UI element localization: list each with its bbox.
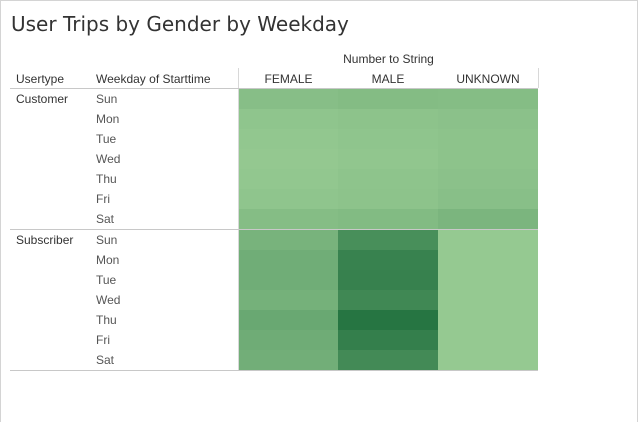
- column-header-unknown: UNKNOWN: [456, 72, 520, 86]
- heatmap-cell[interactable]: [239, 109, 338, 129]
- heatmap-cell[interactable]: [338, 270, 438, 290]
- heatmap-cell[interactable]: [239, 189, 338, 209]
- chart-title: User Trips by Gender by Weekday: [11, 12, 349, 36]
- heatmap-cell[interactable]: [338, 189, 438, 209]
- heatmap-cell[interactable]: [338, 350, 438, 370]
- heatmap-cell[interactable]: [338, 129, 438, 149]
- heatmap-cell[interactable]: [438, 89, 538, 109]
- heatmap-cell[interactable]: [239, 290, 338, 310]
- usertype-label-customer: Customer: [16, 92, 69, 106]
- usertype-header: Usertype: [16, 72, 65, 86]
- weekday-header: Weekday of Starttime: [96, 72, 211, 86]
- heatmap-cell[interactable]: [239, 330, 338, 350]
- group-divider: [10, 229, 538, 230]
- heatmap-cell[interactable]: [438, 169, 538, 189]
- heatmap-cell[interactable]: [239, 310, 338, 330]
- heatmap-cell[interactable]: [438, 350, 538, 370]
- weekday-label: Mon: [96, 253, 120, 267]
- heatmap-cell[interactable]: [438, 250, 538, 270]
- weekday-label: Sun: [96, 92, 118, 106]
- heatmap-cell[interactable]: [338, 209, 438, 229]
- usertype-label-subscriber: Subscriber: [16, 233, 74, 247]
- heatmap-cell[interactable]: [239, 270, 338, 290]
- heatmap-cell[interactable]: [338, 310, 438, 330]
- heatmap-cell[interactable]: [239, 149, 338, 169]
- heatmap-cell[interactable]: [239, 169, 338, 189]
- column-header-female: FEMALE: [264, 72, 313, 86]
- group-left-divider: [238, 230, 239, 370]
- heatmap-cell[interactable]: [438, 330, 538, 350]
- weekday-label: Wed: [96, 293, 121, 307]
- heatmap-cell[interactable]: [239, 230, 338, 250]
- heatmap-cell[interactable]: [338, 109, 438, 129]
- weekday-label: Fri: [96, 333, 110, 347]
- heatmap-cell[interactable]: [338, 149, 438, 169]
- group-left-divider: [238, 89, 239, 229]
- column-group-title: Number to String: [343, 52, 434, 66]
- heatmap-cell[interactable]: [438, 230, 538, 250]
- heatmap-cell[interactable]: [438, 149, 538, 169]
- header-left-divider: [238, 68, 239, 88]
- heatmap-cell[interactable]: [239, 89, 338, 109]
- weekday-label: Sat: [96, 212, 115, 226]
- weekday-label: Mon: [96, 112, 120, 126]
- heatmap-cell[interactable]: [239, 250, 338, 270]
- heatmap-cell[interactable]: [239, 350, 338, 370]
- weekday-label: Tue: [96, 273, 117, 287]
- weekday-label: Fri: [96, 192, 110, 206]
- heatmap-cell[interactable]: [438, 209, 538, 229]
- heatmap-cell[interactable]: [438, 109, 538, 129]
- heatmap-cell[interactable]: [338, 290, 438, 310]
- weekday-label: Sat: [96, 353, 115, 367]
- heatmap-cell[interactable]: [438, 189, 538, 209]
- header-right-divider: [538, 68, 539, 88]
- weekday-label: Thu: [96, 313, 117, 327]
- heatmap-cell[interactable]: [438, 290, 538, 310]
- heatmap-cell[interactable]: [239, 129, 338, 149]
- heatmap-cell[interactable]: [438, 310, 538, 330]
- heatmap-cell[interactable]: [338, 89, 438, 109]
- heatmap-cell[interactable]: [438, 129, 538, 149]
- weekday-label: Wed: [96, 152, 121, 166]
- header-divider: [10, 88, 538, 89]
- heatmap-cell[interactable]: [338, 250, 438, 270]
- column-header-male: MALE: [371, 72, 405, 86]
- heatmap-cell[interactable]: [338, 230, 438, 250]
- weekday-label: Sun: [96, 233, 118, 247]
- weekday-label: Thu: [96, 172, 117, 186]
- group-divider: [10, 370, 538, 371]
- heatmap-cell[interactable]: [338, 330, 438, 350]
- heatmap-cell[interactable]: [239, 209, 338, 229]
- weekday-label: Tue: [96, 132, 117, 146]
- heatmap-cell[interactable]: [338, 169, 438, 189]
- heatmap-cell[interactable]: [438, 270, 538, 290]
